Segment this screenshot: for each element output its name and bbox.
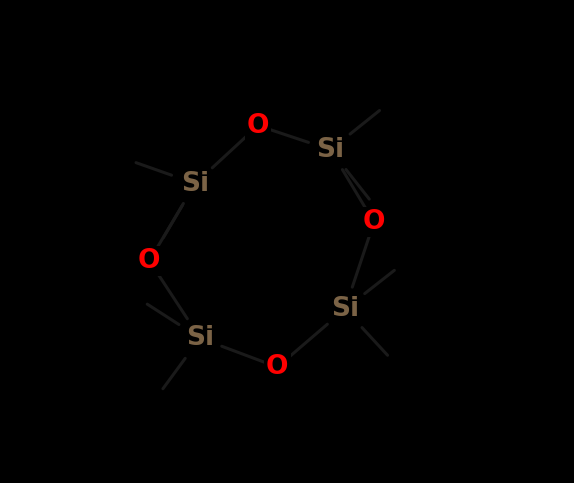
Text: O: O — [247, 113, 269, 139]
Text: Si: Si — [331, 296, 359, 322]
Text: Si: Si — [181, 170, 210, 197]
Text: O: O — [363, 209, 385, 235]
Text: Si: Si — [316, 137, 344, 163]
Text: Si: Si — [186, 325, 214, 351]
Text: O: O — [266, 354, 289, 380]
Text: O: O — [138, 248, 161, 274]
